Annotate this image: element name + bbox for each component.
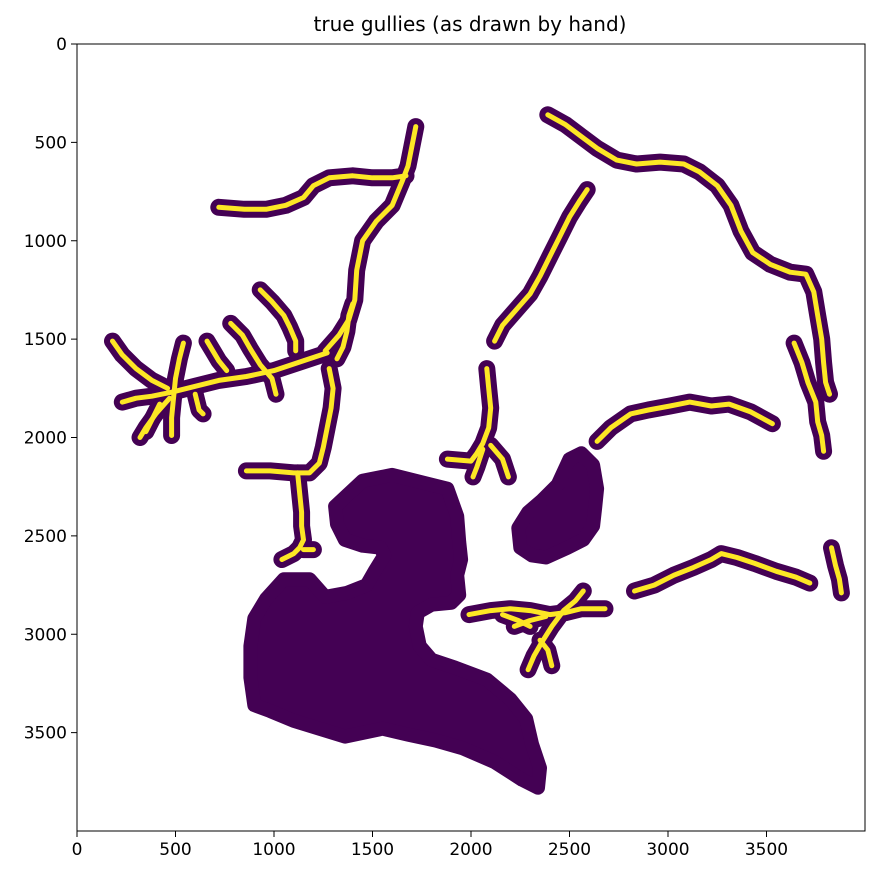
plot-area <box>104 106 850 795</box>
x-tick-label-2: 1000 <box>252 840 295 860</box>
gully-centerline-14 <box>334 301 356 362</box>
gully-region-blob-0 <box>243 467 547 795</box>
chart-title: true gullies (as drawn by hand) <box>314 12 627 36</box>
gully-centerline-3 <box>110 338 171 391</box>
gully-centerline-23 <box>829 545 844 596</box>
gully-centerline-28 <box>500 612 533 629</box>
x-tick-label-5: 2500 <box>548 840 591 860</box>
gully-centerline-16 <box>444 366 494 464</box>
gully-buffer-0 <box>316 118 425 360</box>
gully-centerline-17 <box>488 442 511 480</box>
gully-centerline-7 <box>204 338 230 374</box>
gully-centerline-18 <box>470 446 486 480</box>
y-tick-label-7: 3500 <box>24 724 67 744</box>
gully-buffer-1 <box>210 167 415 218</box>
y-tick-label-1: 500 <box>35 133 67 153</box>
gully-centerline-9 <box>228 320 279 397</box>
y-tick-label-5: 2500 <box>24 527 67 547</box>
gully-centerline-6 <box>143 401 163 435</box>
gully-centerline-22 <box>632 551 813 594</box>
x-tick-label-0: 0 <box>72 840 83 860</box>
gully-centerline-21 <box>594 399 775 444</box>
gully-buffer-19 <box>539 106 838 403</box>
gully-centerline-20 <box>791 340 827 454</box>
gully-centerline-8 <box>192 391 206 417</box>
gully-centerline-2 <box>119 350 330 405</box>
gully-region-blob-1 <box>511 446 605 565</box>
x-tick-label-6: 3000 <box>646 840 689 860</box>
y-tick-label-0: 0 <box>56 35 67 55</box>
gully-centerline-10 <box>257 287 299 354</box>
gully-centerline-24 <box>466 606 608 618</box>
x-tick-label-3: 1500 <box>351 840 394 860</box>
gully-buffer-3 <box>104 332 177 397</box>
gully-centerline-1 <box>216 173 409 212</box>
x-axis: 0 500 1000 1500 2000 2500 3000 3500 <box>72 831 788 860</box>
gully-centerline-27 <box>537 637 555 669</box>
x-tick-label-4: 2000 <box>449 840 492 860</box>
y-tick-label-3: 1500 <box>24 330 67 350</box>
x-tick-label-7: 3500 <box>745 840 788 860</box>
gully-centerline-25 <box>511 614 549 629</box>
gully-centerline-15 <box>492 187 590 344</box>
gully-buffer-10 <box>251 281 305 360</box>
y-tick-label-6: 3000 <box>24 625 67 645</box>
y-axis: 0 500 1000 1500 2000 2500 3000 3500 <box>24 35 77 744</box>
gully-centerline-19 <box>545 112 832 397</box>
gully-centerline-26 <box>525 588 586 673</box>
y-tick-label-4: 2000 <box>24 429 67 449</box>
x-tick-label-1: 500 <box>159 840 191 860</box>
gully-centerline-12 <box>279 470 306 562</box>
gully-centerline-4 <box>169 340 186 438</box>
gully-centerline-11 <box>243 366 336 476</box>
y-tick-label-2: 1000 <box>24 232 67 252</box>
